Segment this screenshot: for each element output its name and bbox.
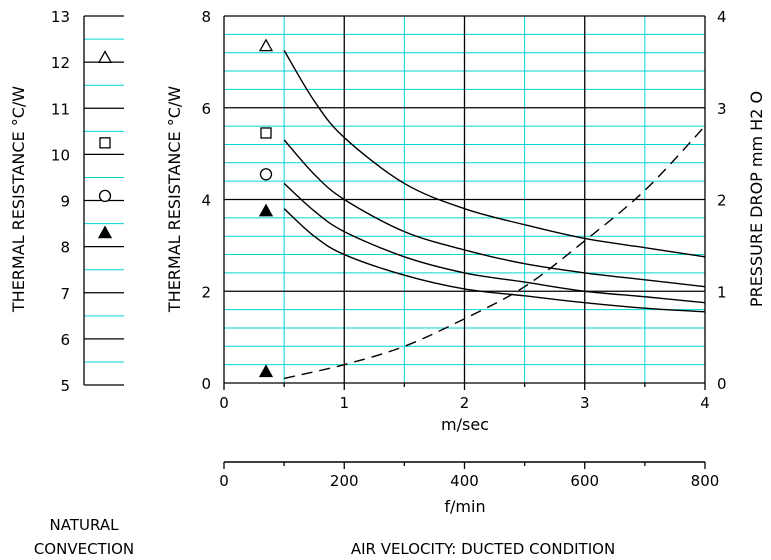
series-line-square-open [283,139,706,288]
x-tick-label: 4 [700,394,710,412]
series-line-triangle-filled [283,208,706,313]
forced-convection-grid [223,15,706,390]
right-y-tick-label: 1 [717,283,727,301]
series-line-triangle-open [283,50,706,258]
x-tick-label: 1 [339,394,349,412]
series-legend-triangle-filled-marker [258,203,274,217]
right-y-tick-label: 3 [717,100,727,118]
right-y-axis-label: PRESSURE DROP mm H2 O [747,91,766,307]
left-y-tick-label: 6 [201,100,211,118]
natural-convection-footer-line-1: NATURAL [50,516,120,534]
natural-convection-y-axis-label: THERMAL RESISTANCE °C/W [9,86,28,313]
left-y-tick-label: 7 [60,285,70,303]
left-y-tick-label: 9 [60,193,70,211]
pressure-drop-legend-marker [258,364,274,378]
thermal-resistance-series [283,50,706,380]
x-axis-label-msec: m/sec [441,415,489,434]
natural-convection-square-open-marker [99,137,111,149]
right-y-tick-label: 0 [717,375,727,393]
x-tick-label: 3 [580,394,590,412]
fmin-tick-label: 800 [691,472,720,490]
left-y-tick-label: 8 [201,8,211,26]
left-y-tick-label: 6 [60,331,70,349]
series-legend-circle-open-marker [259,168,273,181]
left-y-tick-label: 10 [51,146,70,164]
series-legend-square-open-marker [260,127,272,139]
natural-convection-footer-line-2: CONVECTION [34,540,134,558]
pressure-drop-dashed-line [283,125,706,380]
left-y-tick-label: 13 [51,8,70,26]
left-y-tick-label: 11 [51,100,70,118]
natural-convection-markers [97,50,113,239]
series-legend-triangle-open-marker [258,38,274,52]
left-y-axis-label: THERMAL RESISTANCE °C/W [165,86,184,313]
natural-convection-triangle-open-marker [97,50,113,63]
fmin-tick-label: 200 [330,472,359,490]
left-y-tick-label: 0 [201,375,211,393]
natural-convection-circle-open-marker [98,189,112,203]
x-tick-label: 2 [460,394,470,412]
fmin-tick-label: 400 [450,472,479,490]
x-tick-label: 0 [219,394,229,412]
fmin-secondary-axis: 0 200 400 600 800 [219,461,720,490]
series-markers [258,38,274,378]
left-y-tick-label: 12 [51,54,70,72]
chart-footer: AIR VELOCITY: DUCTED CONDITION [351,540,615,558]
fmin-tick-label: 0 [219,472,229,490]
right-y-tick-label: 4 [717,8,727,26]
left-y-tick-label: 8 [60,239,70,257]
fmin-tick-label: 600 [570,472,599,490]
left-y-tick-label: 4 [201,192,211,210]
x-axis-label-fmin: f/min [444,497,485,516]
left-y-tick-label: 2 [201,283,211,301]
series-line-circle-open [283,182,706,304]
natural-convection-triangle-filled-marker [97,225,113,239]
natural-convection-tick-labels: 5 6 7 8 9 10 11 12 13 [51,8,70,395]
left-y-tick-label: 5 [60,377,70,395]
natural-convection-panel: 5 6 7 8 9 10 11 12 13 THERMAL RESISTANCE °C/W NA… [9,8,134,558]
right-y-tick-label: 2 [717,192,727,210]
